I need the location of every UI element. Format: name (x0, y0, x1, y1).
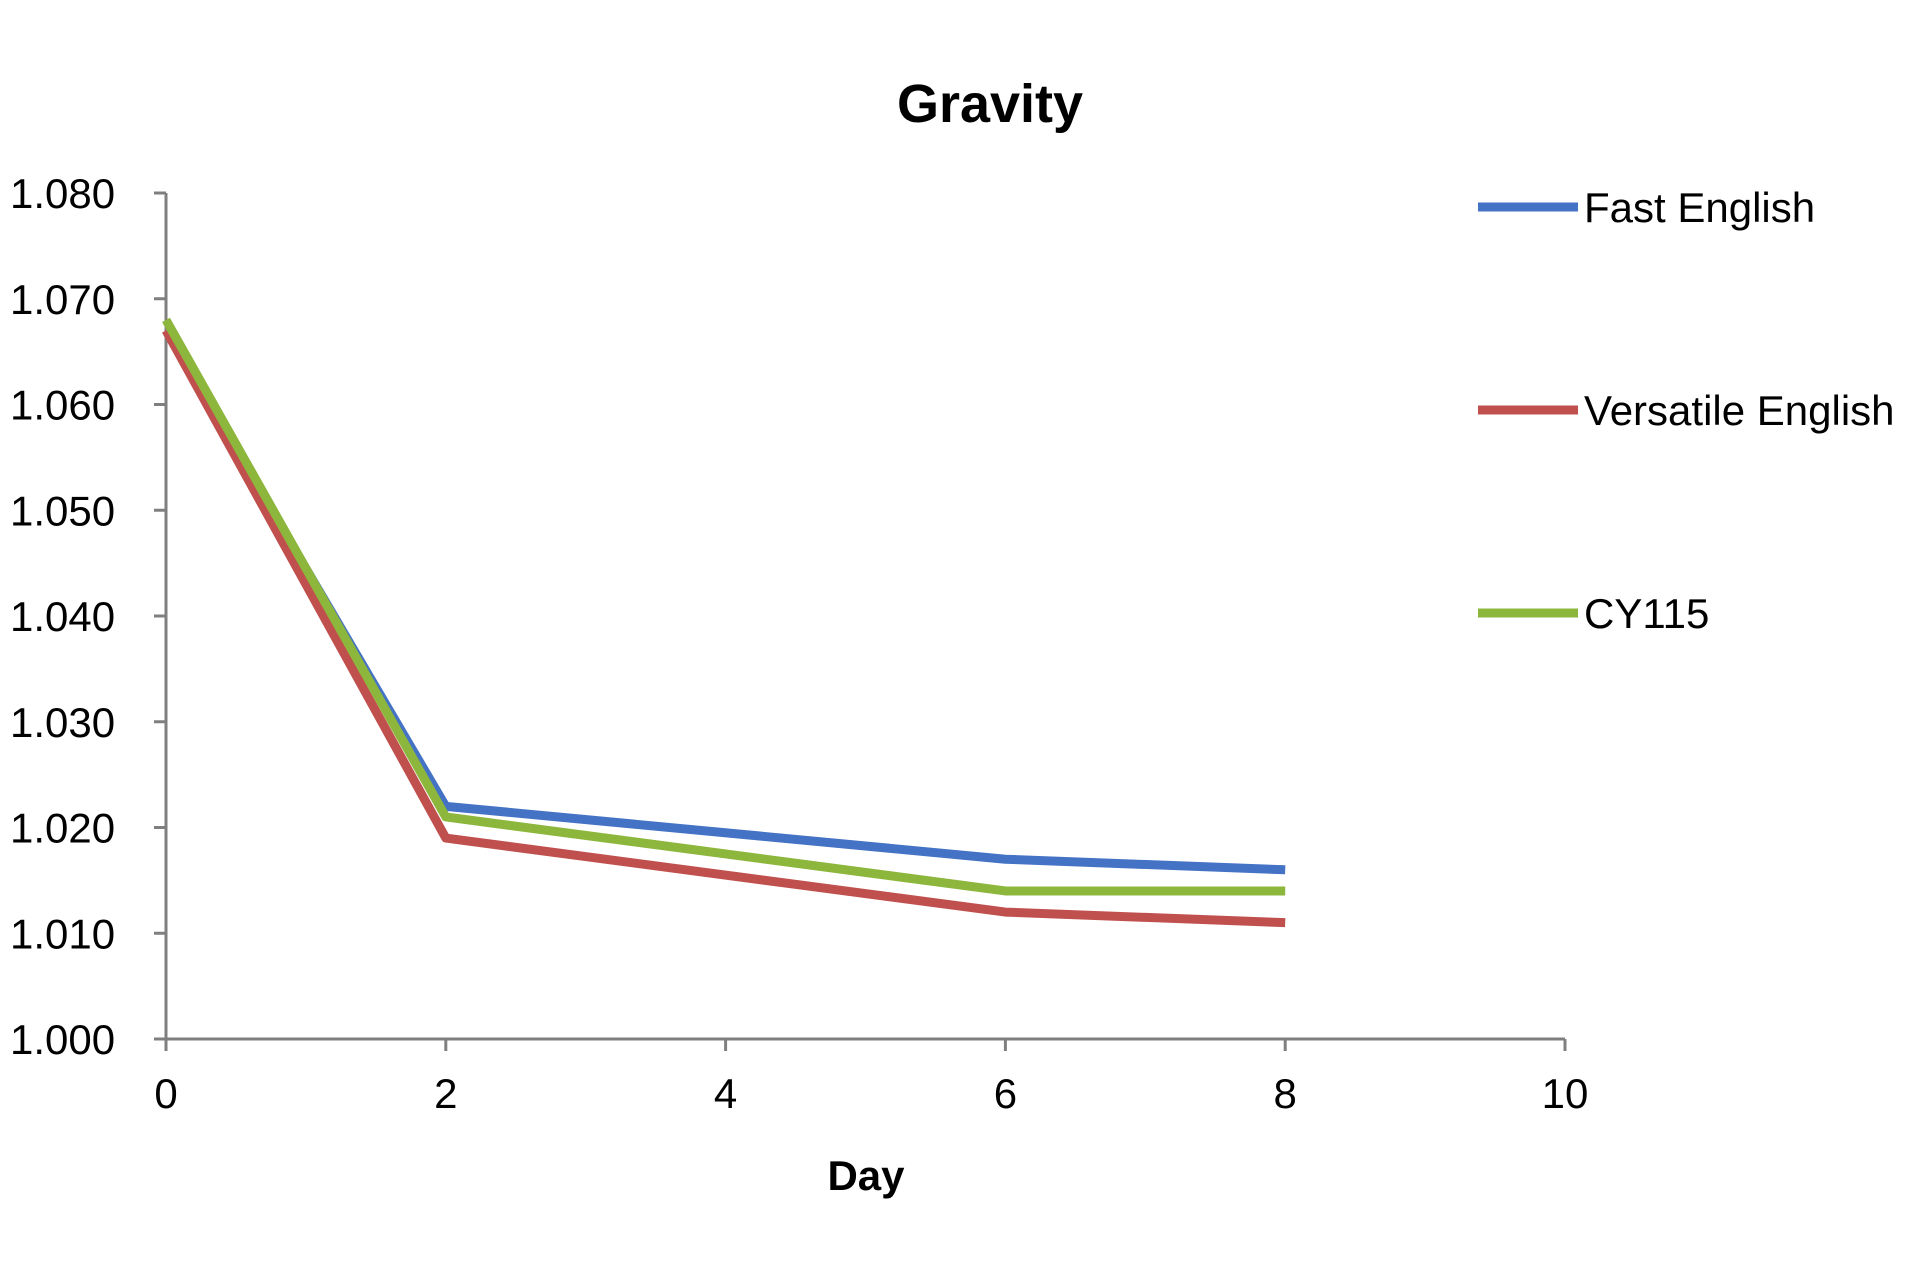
x-tick-label: 4 (714, 1070, 737, 1117)
y-tick-label: 1.050 (10, 487, 115, 534)
y-tick-label: 1.060 (10, 382, 115, 429)
series-line-versatile-english (162, 328, 1286, 928)
y-tick-label: 1.000 (10, 1016, 115, 1063)
y-tick-label: 1.070 (10, 276, 115, 323)
y-tick-label: 1.040 (10, 593, 115, 640)
x-tick-label: 2 (434, 1070, 457, 1117)
legend-label: Fast English (1584, 184, 1815, 231)
x-tick-label: 0 (154, 1070, 177, 1117)
legend: Fast English Versatile English CY115 (1478, 184, 1895, 637)
series-layer (162, 317, 1286, 928)
legend-label: Versatile English (1584, 387, 1895, 434)
x-tick-label: 6 (994, 1070, 1017, 1117)
series-line-fast-english (162, 328, 1286, 875)
y-tick-label: 1.080 (10, 170, 115, 217)
legend-label: CY115 (1584, 590, 1709, 637)
y-tick-label: 1.030 (10, 699, 115, 746)
x-tick-label: 8 (1274, 1070, 1297, 1117)
axes: 1.000 1.010 1.020 1.030 1.040 1.050 1.060 1.070… (10, 170, 1588, 1117)
chart-title: Gravity (897, 74, 1083, 134)
series-line-cy115 (162, 317, 1286, 896)
y-tick-label: 1.020 (10, 805, 115, 852)
y-tick-label: 1.010 (10, 910, 115, 957)
x-axis-label: Day (827, 1152, 905, 1199)
x-tick-label: 10 (1542, 1070, 1589, 1117)
